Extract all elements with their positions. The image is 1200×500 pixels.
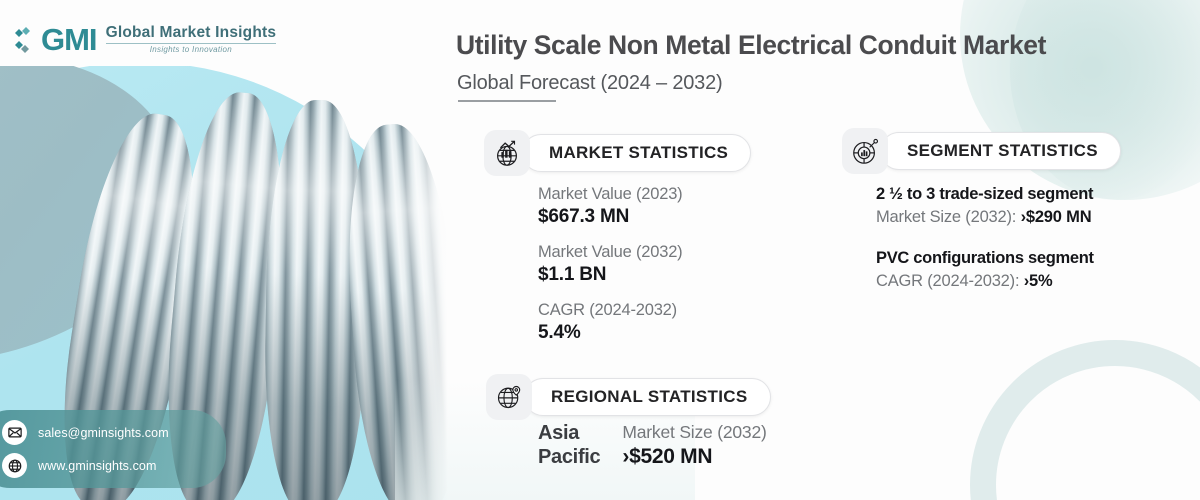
pie-chart-target-icon: [842, 128, 888, 174]
stat-value: $1.1 BN: [538, 264, 607, 286]
segment-block: PVC configurations segment CAGR (2024-20…: [876, 247, 1094, 293]
segment-head: 2 ½ to 3 trade-sized segment: [876, 185, 1094, 203]
page-subtitle: Global Forecast (2024 – 2032): [457, 72, 723, 94]
segment-statistics-header: SEGMENT STATISTICS: [842, 128, 1121, 174]
globe-pin-icon: [486, 374, 532, 420]
subtitle-underline: [458, 100, 556, 102]
segment-head: PVC configurations segment: [876, 249, 1094, 268]
regional-statistics-header: REGIONAL STATISTICS: [486, 374, 771, 420]
stat-value: $667.3 MN: [538, 206, 630, 228]
gmi-diamond-icon: [14, 25, 32, 55]
market-statistics-list: Market Value (2023) $667.3 MN Market Val…: [538, 183, 683, 357]
logo-company-name: Global Market Insights: [105, 24, 277, 44]
segment-sub-label: CAGR (2024-2032):: [876, 272, 1024, 291]
segment-sub-value: ›5%: [1023, 272, 1053, 291]
region-figures: Market Size (2032) ›$520 MN: [622, 422, 766, 470]
stat-row: Market Value (2023) $667.3 MN: [538, 183, 683, 230]
contact-website-row[interactable]: www.gminsights.com: [2, 453, 210, 478]
market-statistics-label: MARKET STATISTICS: [522, 134, 752, 172]
decorative-ring-bottom-right: [970, 340, 1200, 500]
contact-email-row[interactable]: sales@gminsights.com: [2, 420, 210, 445]
market-statistics-header: MARKET STATISTICS: [484, 130, 752, 176]
logo-mark-text: GMI: [41, 22, 98, 57]
stat-row: CAGR (2024-2032) 5.4%: [538, 299, 682, 346]
stat-value: 5.4%: [538, 322, 581, 344]
region-name: Asia Pacific: [538, 422, 601, 469]
brand-logo[interactable]: GMI Global Market Insights Insights to I…: [14, 22, 277, 57]
stat-label: CAGR (2024-2032): [538, 300, 677, 319]
globe-icon: [2, 453, 27, 478]
stat-label: Market Value (2032): [538, 242, 683, 261]
segment-sub: Market Size (2032): ›$290 MN: [876, 206, 1094, 229]
page-title: Utility Scale Non Metal Electrical Condu…: [456, 30, 1047, 60]
segment-sub-value: ›$290 MN: [1020, 208, 1092, 227]
logo-tagline: Insights to Innovation: [149, 44, 232, 54]
segment-sub: CAGR (2024-2032): ›5%: [876, 270, 1094, 293]
regional-statistics-label: REGIONAL STATISTICS: [524, 378, 771, 416]
stat-row: Market Value (2032) $1.1 BN: [538, 241, 683, 288]
contact-email: sales@gminsights.com: [38, 425, 169, 440]
region-name-line1: Asia: [538, 422, 580, 444]
contact-pill: sales@gminsights.com www.gminsights.com: [0, 410, 226, 488]
globe-bar-chart-icon: [484, 130, 530, 176]
contact-website: www.gminsights.com: [38, 458, 157, 473]
stat-label: Market Value (2023): [538, 185, 683, 203]
envelope-icon: [2, 420, 27, 445]
region-value: ›$520 MN: [622, 444, 713, 468]
segment-sub-label: Market Size (2032):: [876, 208, 1021, 227]
regional-statistics-content: Asia Pacific Market Size (2032) ›$520 MN: [538, 422, 767, 470]
artwork-top-mask: [0, 0, 470, 66]
segment-statistics-label: SEGMENT STATISTICS: [880, 132, 1121, 170]
region-label: Market Size (2032): [622, 422, 767, 442]
region-name-line2: Pacific: [538, 445, 601, 468]
segment-statistics-list: 2 ½ to 3 trade-sized segment Market Size…: [876, 183, 1094, 311]
segment-block: 2 ½ to 3 trade-sized segment Market Size…: [876, 183, 1094, 229]
